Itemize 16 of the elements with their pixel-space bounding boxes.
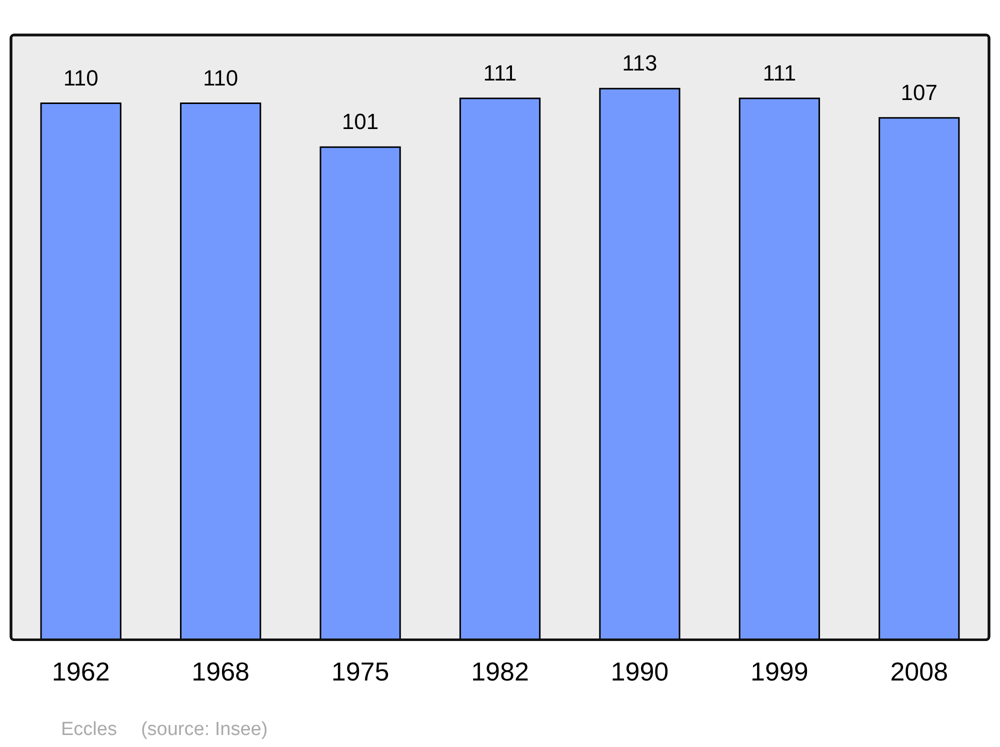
x-tick-label: 1975 xyxy=(331,656,390,687)
x-tick-label: 1999 xyxy=(750,656,808,687)
x-tick-label: 2008 xyxy=(890,656,948,687)
data-label: 110 xyxy=(203,65,238,90)
text: Eccles xyxy=(61,719,117,740)
data-label: 101 xyxy=(342,109,379,134)
x-tick-label: 1962 xyxy=(52,656,110,687)
x-tick-label: 1982 xyxy=(471,656,529,687)
data-label: 111 xyxy=(762,60,796,86)
data-label: 110 xyxy=(63,65,98,90)
text: (source: Insee) xyxy=(140,719,268,740)
data-label: 107 xyxy=(900,80,938,105)
x-tick-label: 1990 xyxy=(610,656,669,687)
x-tick-label: 1968 xyxy=(192,656,250,687)
data-label: 111 xyxy=(483,60,517,86)
data-label: 113 xyxy=(622,50,658,76)
